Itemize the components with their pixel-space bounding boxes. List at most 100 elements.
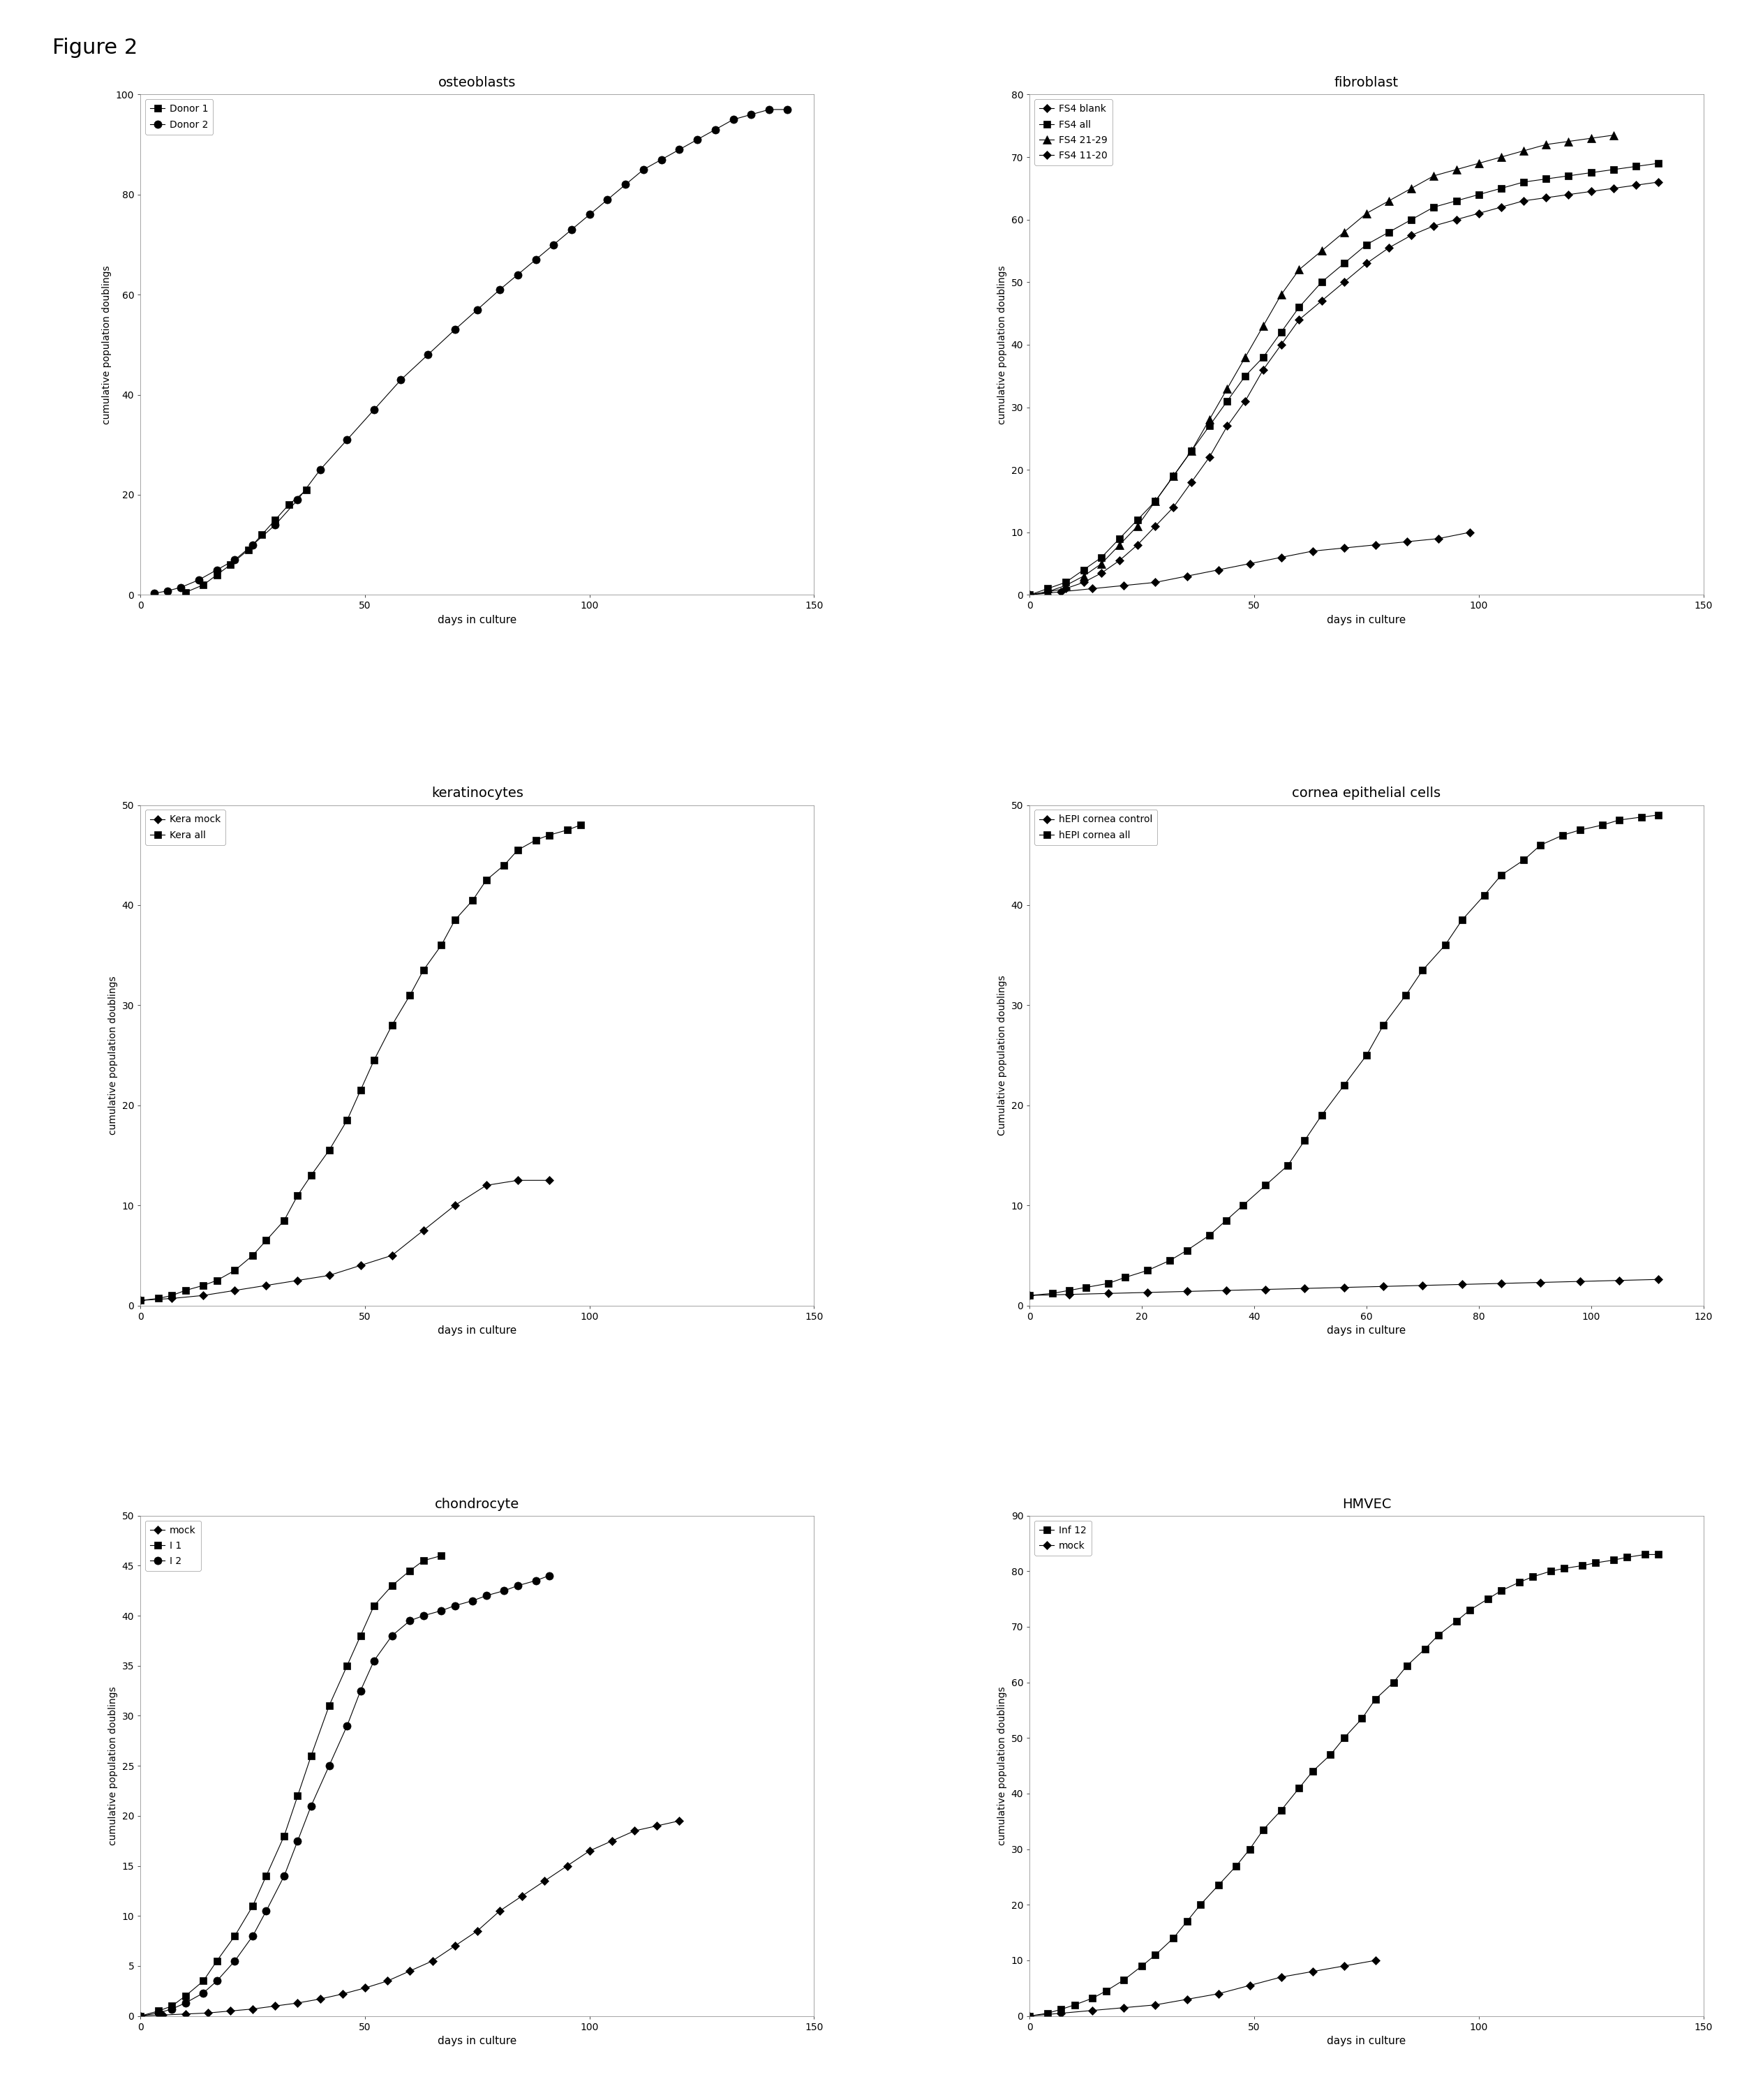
Inf 12 <box>1352 1705 1373 1730</box>
Y-axis label: Cumulative population doublings: Cumulative population doublings <box>997 974 1008 1136</box>
I 2 <box>493 1577 515 1602</box>
I 1 <box>274 1823 295 1848</box>
I 2 <box>256 1898 277 1924</box>
FS4 all <box>1312 269 1333 294</box>
X-axis label: days in culture: days in culture <box>1328 1325 1407 1336</box>
Donor 1 <box>220 552 241 578</box>
FS4 all <box>1217 388 1238 414</box>
Kera mock <box>381 1243 402 1268</box>
FS4 all <box>1252 344 1273 370</box>
mock <box>1364 1949 1385 1974</box>
Donor 2 <box>759 97 780 122</box>
Title: HMVEC: HMVEC <box>1342 1497 1391 1510</box>
FS4 11-20 <box>1333 269 1354 294</box>
Line: mock: mock <box>137 1819 683 2018</box>
Donor 2 <box>242 531 263 557</box>
FS4 11-20 <box>1127 531 1148 557</box>
FS4 blank <box>1271 544 1292 569</box>
Donor 2 <box>418 342 439 368</box>
FS4 21-29 <box>1252 313 1273 338</box>
Kera all <box>493 853 515 878</box>
I 2 <box>205 1968 227 1993</box>
Donor 2 <box>597 187 618 212</box>
Inf 12 <box>1289 1774 1310 1800</box>
Inf 12 <box>1162 1926 1184 1951</box>
Legend: Kera mock, Kera all: Kera mock, Kera all <box>146 811 225 844</box>
I 2 <box>462 1588 483 1613</box>
Kera mock <box>256 1273 277 1298</box>
Donor 1 <box>265 508 286 533</box>
hEPI cornea all <box>1529 832 1551 857</box>
hEPI cornea control <box>1098 1281 1119 1306</box>
FS4 all <box>1626 153 1647 178</box>
Inf 12 <box>1477 1586 1498 1611</box>
Inf 12 <box>1208 1873 1229 1898</box>
Kera all <box>162 1283 183 1308</box>
hEPI cornea control <box>1138 1279 1159 1304</box>
Donor 2 <box>170 575 191 601</box>
I 2 <box>399 1609 420 1634</box>
FS4 11-20 <box>1073 569 1094 594</box>
hEPI cornea all <box>1412 958 1433 983</box>
I 2 <box>349 1678 371 1703</box>
I 1 <box>399 1558 420 1583</box>
mock <box>534 1869 555 1894</box>
Donor 2 <box>444 317 465 342</box>
FS4 21-29 <box>1356 202 1377 227</box>
Inf 12 <box>1333 1726 1354 1751</box>
I 2 <box>363 1648 385 1674</box>
Kera all <box>349 1077 371 1102</box>
mock <box>467 1917 488 1943</box>
FS4 11-20 <box>1580 178 1601 204</box>
Donor 2 <box>525 248 546 273</box>
hEPI cornea control <box>1294 1277 1315 1302</box>
I 1 <box>130 2003 151 2029</box>
I 2 <box>162 1997 183 2022</box>
hEPI cornea all <box>1373 1012 1394 1037</box>
I 1 <box>225 1924 246 1949</box>
FS4 blank <box>1303 538 1324 563</box>
Legend: Inf 12, mock: Inf 12, mock <box>1034 1520 1090 1556</box>
FS4 11-20 <box>1217 414 1238 439</box>
mock <box>332 1982 353 2008</box>
Inf 12 <box>1554 1556 1575 1581</box>
Inf 12 <box>1252 1816 1273 1842</box>
Kera all <box>242 1243 263 1268</box>
Inf 12 <box>1303 1760 1324 1785</box>
FS4 all <box>1491 176 1512 202</box>
FS4 blank <box>1177 563 1198 588</box>
Kera mock <box>288 1268 309 1294</box>
Donor 2 <box>205 556 227 582</box>
FS4 blank <box>1333 536 1354 561</box>
I 2 <box>430 1598 451 1623</box>
mock <box>1113 1995 1134 2020</box>
mock <box>242 1997 263 2022</box>
Line: Kera all: Kera all <box>137 821 585 1304</box>
FS4 all <box>1110 525 1131 550</box>
I 2 <box>176 1991 197 2016</box>
hEPI cornea all <box>1041 1281 1062 1306</box>
FS4 all <box>1580 160 1601 185</box>
Inf 12 <box>1572 1554 1593 1579</box>
mock <box>1303 1959 1324 1984</box>
Donor 2 <box>265 512 286 538</box>
Donor 2 <box>507 262 529 288</box>
FS4 11-20 <box>1312 288 1333 313</box>
FS4 11-20 <box>1234 388 1256 414</box>
mock <box>1208 1980 1229 2005</box>
mock <box>557 1854 578 1880</box>
Donor 2 <box>390 367 411 393</box>
Line: hEPI cornea all: hEPI cornea all <box>1026 813 1661 1298</box>
mock <box>421 1949 443 1974</box>
FS4 11-20 <box>1626 172 1647 197</box>
FS4 all <box>1445 189 1466 214</box>
hEPI cornea control <box>1256 1277 1277 1302</box>
Donor 2 <box>687 126 708 151</box>
Kera all <box>274 1208 295 1233</box>
Line: Donor 1: Donor 1 <box>183 487 311 596</box>
FS4 all <box>1271 319 1292 344</box>
I 2 <box>225 1949 246 1974</box>
FS4 11-20 <box>1180 470 1201 496</box>
Kera all <box>363 1048 385 1073</box>
Kera mock <box>130 1287 151 1312</box>
